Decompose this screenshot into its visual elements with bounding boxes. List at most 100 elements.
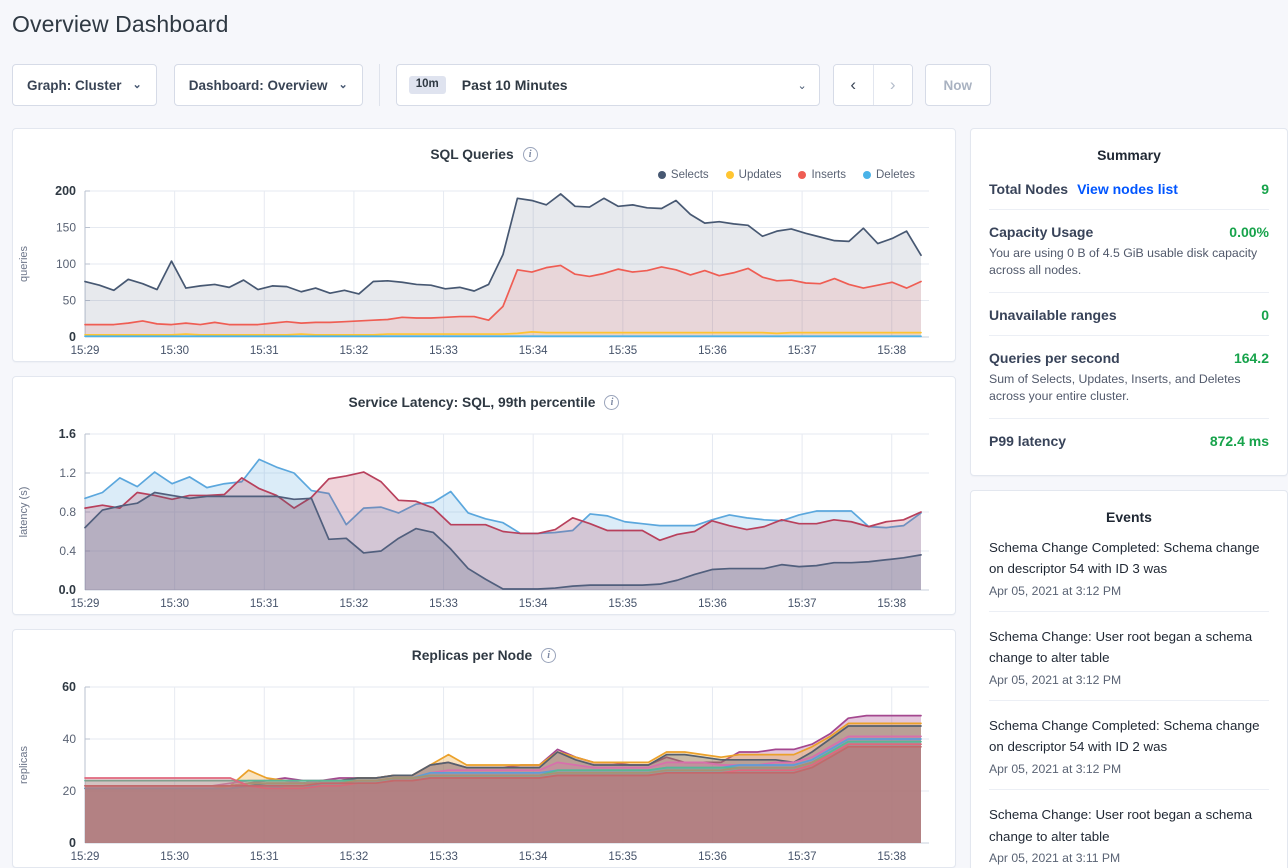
svg-text:15:36: 15:36 bbox=[698, 598, 727, 610]
previous-range-button[interactable]: ‹ bbox=[833, 65, 873, 105]
svg-text:15:30: 15:30 bbox=[160, 598, 189, 610]
summary-row-head: Capacity Usage 0.00% bbox=[989, 224, 1269, 240]
plot-replicas-per-node: 0 20 40 60 15:29 15:30 15:31 15:32 15:33 15:34 15:… bbox=[13, 677, 955, 867]
chevron-down-icon: ⌄ bbox=[338, 78, 348, 91]
svg-text:20: 20 bbox=[63, 784, 77, 798]
legend-swatch bbox=[798, 171, 807, 179]
chart-title-replicas-per-node: Replicas per Node i bbox=[13, 630, 955, 663]
svg-text:15:37: 15:37 bbox=[788, 598, 817, 610]
next-range-button[interactable]: › bbox=[872, 65, 912, 105]
time-nav-group: ‹ › bbox=[832, 64, 913, 106]
svg-text:0.0: 0.0 bbox=[59, 583, 76, 597]
svg-text:15:34: 15:34 bbox=[519, 598, 548, 610]
svg-text:15:38: 15:38 bbox=[877, 598, 906, 610]
svg-text:15:32: 15:32 bbox=[340, 345, 369, 357]
summary-row: Unavailable ranges 0 bbox=[989, 291, 1269, 335]
event-text[interactable]: Schema Change Completed: Schema change o… bbox=[989, 717, 1260, 755]
events-list: Schema Change Completed: Schema change o… bbox=[971, 529, 1287, 868]
chevron-down-icon: ⌄ bbox=[797, 79, 807, 92]
time-range-label: Past 10 Minutes bbox=[461, 77, 568, 93]
event-text[interactable]: Schema Change Completed: Schema change o… bbox=[989, 539, 1260, 577]
event-item[interactable]: Schema Change Completed: Schema change o… bbox=[989, 699, 1269, 789]
event-item[interactable]: Schema Change Completed: Schema change o… bbox=[989, 529, 1269, 611]
svg-text:15:35: 15:35 bbox=[608, 598, 637, 610]
svg-text:15:31: 15:31 bbox=[250, 345, 279, 357]
chart-card-sql-queries: SQL Queries i Selects Updates Inserts Delet… bbox=[12, 128, 956, 362]
charts-column: SQL Queries i Selects Updates Inserts Delet… bbox=[12, 128, 956, 868]
event-timestamp: Apr 05, 2021 at 3:12 PM bbox=[989, 583, 1122, 598]
svg-text:1.2: 1.2 bbox=[59, 466, 76, 480]
summary-metric-value: 0.00% bbox=[1229, 224, 1269, 240]
summary-row-head: Unavailable ranges 0 bbox=[989, 307, 1269, 323]
graph-selector[interactable]: Graph: Cluster ⌄ bbox=[12, 64, 157, 106]
event-text[interactable]: Schema Change: User root began a schema … bbox=[989, 807, 1253, 844]
view-nodes-list-link[interactable]: View nodes list bbox=[1077, 181, 1178, 197]
summary-metric-name: P99 latency bbox=[989, 432, 1067, 449]
toolbar: Graph: Cluster ⌄ Dashboard: Overview ⌄ 1… bbox=[12, 64, 991, 106]
svg-text:1.6: 1.6 bbox=[59, 427, 76, 441]
events-title: Events bbox=[1106, 508, 1152, 525]
legend-swatch bbox=[725, 171, 734, 179]
event-item[interactable]: Schema Change: User root began a schema … bbox=[989, 610, 1269, 700]
legend-item-updates[interactable]: Updates bbox=[725, 169, 781, 181]
time-range-picker[interactable]: 10m Past 10 Minutes ⌄ bbox=[395, 64, 820, 106]
info-icon[interactable]: i bbox=[541, 648, 557, 663]
svg-text:15:32: 15:32 bbox=[340, 598, 369, 610]
legend-item-inserts[interactable]: Inserts bbox=[798, 169, 846, 181]
summary-row-head: Total Nodes View nodes list 9 bbox=[989, 181, 1269, 197]
svg-text:15:29: 15:29 bbox=[71, 851, 100, 863]
svg-text:15:34: 15:34 bbox=[519, 345, 548, 357]
svg-text:15:34: 15:34 bbox=[519, 851, 548, 863]
svg-text:200: 200 bbox=[55, 184, 76, 198]
page-title: Overview Dashboard bbox=[12, 11, 229, 37]
svg-text:latency (s): latency (s) bbox=[18, 487, 30, 538]
chevron-down-icon: ⌄ bbox=[132, 78, 142, 91]
summary-metric-name: Total Nodes bbox=[989, 181, 1069, 197]
dashboard-selector[interactable]: Dashboard: Overview ⌄ bbox=[173, 64, 363, 106]
chart-legend-sql-queries: Selects Updates Inserts Deletes bbox=[13, 162, 955, 181]
svg-text:15:38: 15:38 bbox=[877, 345, 906, 357]
summary-metric-name: Queries per second bbox=[989, 349, 1120, 366]
legend-item-selects[interactable]: Selects bbox=[657, 169, 709, 181]
event-text[interactable]: Schema Change: User root began a schema … bbox=[989, 628, 1253, 666]
time-range-badge: 10m bbox=[408, 76, 446, 94]
graph-selector-label: Graph: Cluster bbox=[27, 77, 122, 93]
svg-text:40: 40 bbox=[63, 732, 77, 746]
sidebar-column: Summary Total Nodes View nodes list 9 Capac… bbox=[970, 128, 1288, 868]
event-timestamp: Apr 05, 2021 at 3:11 PM bbox=[989, 851, 1121, 866]
plot-sql-queries: 0 50 100 150 200 15:29 15:30 15:31 15:32 15:33 15:… bbox=[13, 181, 955, 361]
svg-text:15:31: 15:31 bbox=[250, 851, 279, 863]
svg-text:0: 0 bbox=[69, 330, 76, 344]
svg-text:15:31: 15:31 bbox=[250, 598, 279, 610]
legend-item-deletes[interactable]: Deletes bbox=[863, 169, 915, 181]
svg-text:15:30: 15:30 bbox=[160, 851, 189, 863]
legend-swatch bbox=[657, 171, 666, 179]
svg-text:0: 0 bbox=[69, 836, 76, 850]
svg-text:15:33: 15:33 bbox=[429, 598, 458, 610]
summary-row-head: Queries per second 164.2 bbox=[989, 350, 1269, 366]
svg-text:150: 150 bbox=[56, 221, 76, 235]
summary-metric-value: 0 bbox=[1261, 306, 1269, 323]
legend-swatch bbox=[863, 171, 871, 179]
event-item[interactable]: Schema Change: User root began a schema … bbox=[989, 789, 1269, 868]
summary-metric-value: 164.2 bbox=[1233, 349, 1269, 366]
legend-label: Deletes bbox=[876, 169, 915, 181]
now-button[interactable]: Now bbox=[924, 64, 991, 106]
plot-service-latency: 0.0 0.4 0.8 1.2 1.6 15:29 15:30 15:31 15:32 15:33… bbox=[13, 424, 955, 614]
info-icon[interactable]: i bbox=[522, 147, 538, 162]
summary-title: Summary bbox=[1097, 147, 1161, 163]
legend-label: Inserts bbox=[811, 169, 846, 181]
svg-text:15:35: 15:35 bbox=[608, 345, 637, 357]
summary-row: Queries per second 164.2 Sum of Selects, U… bbox=[989, 334, 1269, 418]
summary-panel: Summary Total Nodes View nodes list 9 Capac… bbox=[970, 128, 1288, 476]
svg-text:60: 60 bbox=[62, 680, 76, 694]
svg-text:queries: queries bbox=[18, 245, 30, 282]
summary-row: Total Nodes View nodes list 9 bbox=[989, 167, 1269, 209]
svg-text:0.8: 0.8 bbox=[59, 505, 76, 519]
events-panel: Events Schema Change Completed: Schema c… bbox=[970, 489, 1288, 868]
summary-metric-name: Unavailable ranges bbox=[989, 306, 1117, 323]
svg-text:15:38: 15:38 bbox=[877, 851, 906, 863]
info-icon[interactable]: i bbox=[604, 395, 620, 410]
event-timestamp: Apr 05, 2021 at 3:12 PM bbox=[989, 762, 1122, 776]
